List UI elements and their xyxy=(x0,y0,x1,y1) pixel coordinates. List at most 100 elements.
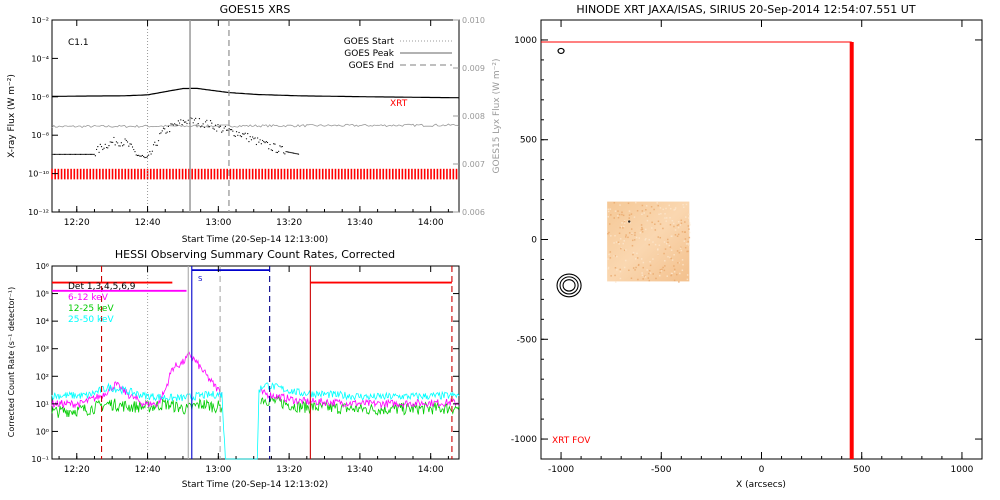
xrt-image-speckle xyxy=(607,258,609,260)
xrt-image-speckle xyxy=(614,274,616,277)
xrt-image-speckle xyxy=(658,244,661,247)
goes-short-point xyxy=(234,135,236,137)
xrt-image-speckle xyxy=(642,266,644,269)
xrt-image-speckle xyxy=(641,226,643,229)
xrt-y-tick-label: 500 xyxy=(520,136,537,146)
xrt-image-speckle xyxy=(648,239,651,241)
goes-short-point xyxy=(258,141,260,143)
goes-short-point xyxy=(287,151,290,153)
xrt-image-speckle xyxy=(632,253,634,256)
hessi-data-marks xyxy=(51,266,460,460)
xrt-image-speckle xyxy=(648,269,651,272)
xrt-image-speckle xyxy=(636,210,639,212)
hessi-series-12-25-kev xyxy=(51,398,223,418)
goes-short-point xyxy=(55,153,57,155)
goes-short-point xyxy=(83,153,85,155)
xrt-image-speckle xyxy=(667,255,669,258)
xrt-image-speckle xyxy=(659,223,662,225)
goes-short-point xyxy=(61,153,63,155)
xrt-image-speckle xyxy=(656,202,658,204)
xrt-image-speckle xyxy=(613,242,615,244)
goes-short-point xyxy=(58,153,61,155)
xrt-image-speckle xyxy=(669,207,672,210)
xrt-image-speckle xyxy=(646,269,648,271)
goes-short-point xyxy=(89,153,91,155)
xrt-image-speckle xyxy=(631,232,633,235)
xrt-image-speckle xyxy=(652,241,654,243)
goes-short-point xyxy=(206,119,208,121)
xrt-image-speckle xyxy=(634,269,636,271)
goes-short-point xyxy=(208,126,210,128)
goes-short-point xyxy=(102,148,104,151)
goes-short-point xyxy=(291,152,293,154)
goes-short-point xyxy=(79,153,82,155)
hessi-y-tick-label: 10³ xyxy=(36,345,49,354)
xrt-image-speckle xyxy=(664,265,666,267)
goes-short-point xyxy=(122,145,124,147)
xrt-image-speckle xyxy=(688,222,691,224)
goes-short-point xyxy=(99,143,101,145)
xrt-image-speckle xyxy=(686,278,689,281)
xrt-image-speckle xyxy=(623,266,626,269)
xrt-map-title: HINODE XRT JAXA/ISAS, SIRIUS 20-Sep-2014… xyxy=(576,3,915,16)
goes-short-point xyxy=(196,124,198,126)
hessi-series-25-50-kev xyxy=(51,382,460,460)
xrt-image-speckle xyxy=(645,205,648,207)
xrt-image-speckle xyxy=(623,221,626,223)
xrt-image-speckle xyxy=(629,221,632,224)
goes-short-point xyxy=(88,153,90,155)
goes-short-point xyxy=(185,121,187,123)
goes-short-point xyxy=(192,122,194,124)
xrt-image-speckle xyxy=(624,249,627,251)
xrt-image-speckle xyxy=(641,228,644,231)
goes-short-point xyxy=(114,144,116,146)
goes-short-point xyxy=(57,153,59,155)
goes-short-channel-series xyxy=(51,117,300,159)
xrt-image-speckle xyxy=(674,229,677,231)
goes-long-channel-series xyxy=(52,87,460,99)
xrt-image-speckle xyxy=(640,258,643,260)
xrt-image-speckle xyxy=(657,220,660,223)
goes-short-point xyxy=(228,128,230,130)
xrt-image-speckle xyxy=(614,267,617,269)
xrt-image-speckle xyxy=(627,236,629,239)
goes-short-point xyxy=(250,139,253,141)
goes-short-point xyxy=(56,153,58,155)
hessi-chart-title: HESSI Observing Summary Count Rates, Cor… xyxy=(115,248,395,261)
goes-y-tick-label: 10⁻⁸ xyxy=(31,131,49,140)
hessi-x-tick-label: 13:40 xyxy=(347,465,373,475)
goes-short-point xyxy=(72,153,74,155)
xrt-image-speckle xyxy=(614,255,616,257)
xrt-image-speckle xyxy=(663,252,665,255)
goes-short-point xyxy=(172,124,174,126)
goes-short-point xyxy=(285,151,287,153)
goes-short-point xyxy=(125,139,127,142)
xrt-y-tick-label: -500 xyxy=(517,335,538,345)
goes-short-point xyxy=(297,153,300,155)
goes-short-point xyxy=(278,150,280,152)
goes-short-point xyxy=(274,143,276,145)
goes-x-axis-label: Start Time (20-Sep-14 12:13:00) xyxy=(182,235,328,245)
xrt-image-speckle xyxy=(687,243,689,245)
goes-short-point xyxy=(68,153,70,155)
xrt-image-speckle xyxy=(662,227,664,230)
goes-short-point xyxy=(104,143,106,145)
xrt-image-speckle xyxy=(664,260,666,262)
xrt-image-speckle xyxy=(678,251,681,254)
goes-y2-tick-label: 0.008 xyxy=(462,112,485,121)
xrt-image-speckle xyxy=(608,253,610,256)
goes-short-point xyxy=(263,140,265,143)
xrt-image-speckle xyxy=(677,221,680,223)
hessi-panel: HESSI Observing Summary Count Rates, Cor… xyxy=(7,248,460,490)
xrt-image-speckle xyxy=(659,236,662,239)
goes-short-point xyxy=(123,144,125,146)
xrt-image-speckle xyxy=(648,279,651,282)
goes-short-point xyxy=(239,135,241,137)
goes-short-point xyxy=(71,153,73,155)
xrt-image-speckle xyxy=(652,258,654,260)
xrt-contour-ring xyxy=(562,279,576,292)
goes-short-point xyxy=(237,134,239,136)
goes-xrt-label: XRT xyxy=(390,99,408,109)
xrt-image-speckle xyxy=(636,257,639,259)
xrt-image-speckle xyxy=(673,279,676,282)
